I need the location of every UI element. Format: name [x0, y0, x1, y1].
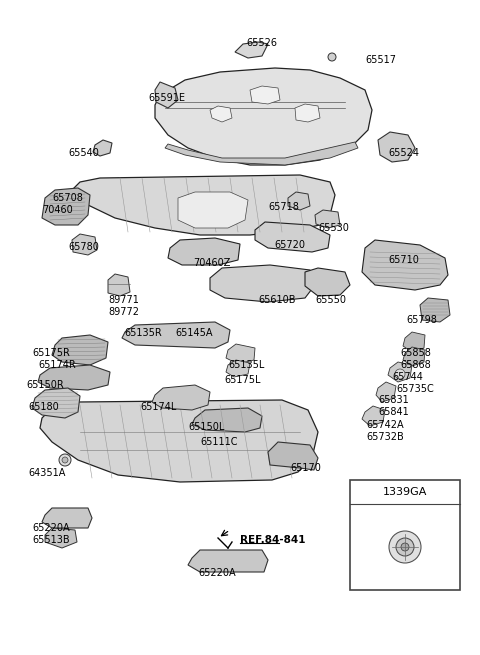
Text: 65735C: 65735C	[396, 384, 434, 394]
Polygon shape	[362, 240, 448, 290]
Polygon shape	[226, 360, 250, 377]
Circle shape	[59, 454, 71, 466]
Bar	[350, 480, 460, 590]
Polygon shape	[32, 388, 80, 418]
Text: 65174L: 65174L	[140, 402, 176, 412]
Text: 65710: 65710	[388, 255, 419, 265]
Polygon shape	[155, 82, 178, 108]
Text: 65517: 65517	[365, 55, 396, 65]
Text: 65220A: 65220A	[32, 523, 70, 533]
Circle shape	[395, 369, 405, 379]
Text: 89771: 89771	[108, 295, 139, 305]
Text: 65530: 65530	[318, 223, 349, 233]
Text: 65180: 65180	[28, 402, 59, 412]
Polygon shape	[155, 68, 372, 165]
Text: 65220A: 65220A	[198, 568, 236, 578]
Polygon shape	[250, 86, 280, 104]
Polygon shape	[295, 104, 320, 122]
Text: 65513B: 65513B	[32, 535, 70, 545]
Polygon shape	[165, 142, 358, 165]
Text: 89772: 89772	[108, 307, 139, 317]
Text: 65135L: 65135L	[228, 360, 264, 370]
Text: 65744: 65744	[392, 372, 423, 382]
Polygon shape	[178, 192, 248, 228]
Text: 65174R: 65174R	[38, 360, 76, 370]
Polygon shape	[72, 234, 97, 255]
Polygon shape	[235, 42, 268, 58]
Text: 65868: 65868	[400, 360, 431, 370]
Text: 65742A: 65742A	[366, 420, 404, 430]
Text: 65718: 65718	[268, 202, 299, 212]
Polygon shape	[42, 508, 92, 528]
Polygon shape	[42, 188, 90, 225]
Circle shape	[328, 53, 336, 61]
Polygon shape	[403, 347, 425, 366]
Polygon shape	[362, 406, 385, 426]
Polygon shape	[72, 175, 335, 235]
Polygon shape	[268, 442, 318, 470]
Text: 65170: 65170	[290, 463, 321, 473]
Circle shape	[62, 457, 68, 463]
Text: REF.84-841: REF.84-841	[240, 535, 305, 545]
Polygon shape	[188, 550, 268, 572]
Polygon shape	[376, 382, 396, 402]
Polygon shape	[288, 192, 310, 210]
Text: 65111C: 65111C	[200, 437, 238, 447]
Text: 65540: 65540	[68, 148, 99, 158]
Polygon shape	[168, 238, 240, 265]
Polygon shape	[315, 210, 340, 228]
Polygon shape	[378, 132, 415, 162]
Text: 65526: 65526	[247, 38, 277, 48]
Circle shape	[389, 531, 421, 563]
Text: 65841: 65841	[378, 407, 409, 417]
Polygon shape	[403, 332, 425, 352]
Text: 1339GA: 1339GA	[383, 487, 427, 497]
Text: 65150L: 65150L	[188, 422, 224, 432]
Text: 65720: 65720	[274, 240, 305, 250]
Text: 65150R: 65150R	[26, 380, 64, 390]
Circle shape	[396, 538, 414, 556]
Polygon shape	[108, 274, 130, 296]
Polygon shape	[38, 365, 110, 390]
Text: 65175R: 65175R	[32, 348, 70, 358]
Polygon shape	[93, 140, 112, 156]
Text: 65831: 65831	[378, 395, 409, 405]
Circle shape	[401, 543, 409, 551]
Text: 65610B: 65610B	[258, 295, 296, 305]
Polygon shape	[210, 106, 232, 122]
Text: 65145A: 65145A	[175, 328, 213, 338]
Text: 65732B: 65732B	[366, 432, 404, 442]
Polygon shape	[210, 265, 315, 302]
Text: 65708: 65708	[52, 193, 83, 203]
Polygon shape	[122, 322, 230, 348]
Polygon shape	[305, 268, 350, 296]
Text: 65858: 65858	[400, 348, 431, 358]
Polygon shape	[255, 222, 330, 252]
Text: 65591E: 65591E	[148, 93, 185, 103]
Polygon shape	[45, 528, 77, 548]
Text: 65524: 65524	[388, 148, 419, 158]
Text: 65135R: 65135R	[124, 328, 162, 338]
Polygon shape	[226, 344, 255, 364]
Polygon shape	[388, 362, 412, 382]
Text: 65550: 65550	[315, 295, 346, 305]
Text: 70460Z: 70460Z	[193, 258, 230, 268]
Text: 64351A: 64351A	[28, 468, 65, 478]
Text: 70460: 70460	[42, 205, 73, 215]
Text: 65798: 65798	[406, 315, 437, 325]
Text: 65175L: 65175L	[224, 375, 261, 385]
Polygon shape	[52, 335, 108, 365]
Polygon shape	[192, 408, 262, 432]
Polygon shape	[40, 400, 318, 482]
Polygon shape	[152, 385, 210, 410]
Text: 65780: 65780	[68, 242, 99, 252]
Polygon shape	[420, 298, 450, 322]
